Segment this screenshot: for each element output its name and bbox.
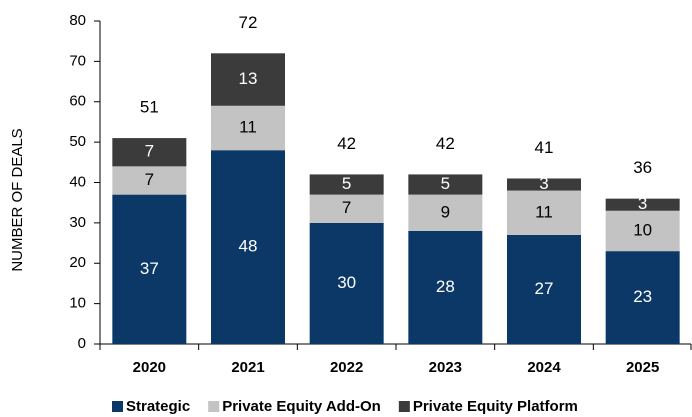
legend-label: Strategic <box>126 398 190 415</box>
data-label: 5 <box>342 174 351 193</box>
bar-segment <box>211 53 285 106</box>
data-label: 7 <box>145 142 154 161</box>
y-tick-label: 0 <box>78 335 86 352</box>
bar-segment <box>112 166 187 195</box>
data-label: 10 <box>633 220 652 239</box>
bar-segment <box>507 178 581 191</box>
bar-segment <box>605 210 680 252</box>
data-label: 7 <box>145 170 154 189</box>
x-tick-label: 2023 <box>429 359 462 376</box>
data-label: 5 <box>441 174 450 193</box>
bar-segment <box>507 234 581 344</box>
data-label: 7 <box>342 198 351 217</box>
legend-swatch <box>398 401 410 412</box>
legend-label: Private Equity Platform <box>413 398 578 415</box>
bar-segment <box>309 222 384 344</box>
y-tick-label: 50 <box>69 133 86 150</box>
data-label: 11 <box>239 117 257 136</box>
total-label: 72 <box>239 13 258 32</box>
x-tick-label: 2025 <box>626 359 659 376</box>
total-label: 41 <box>535 138 554 157</box>
data-label: 23 <box>633 287 652 306</box>
legend-label: Private Equity Add-On <box>222 398 381 415</box>
y-tick-label: 20 <box>69 254 86 271</box>
data-label: 13 <box>239 69 258 88</box>
x-tick-label: 2021 <box>231 359 264 376</box>
bar-segment <box>408 174 483 195</box>
legend-swatch <box>208 401 220 412</box>
bar-segment <box>507 190 581 235</box>
bar-segment <box>309 174 384 195</box>
y-tick-label: 60 <box>69 93 86 110</box>
y-tick-label: 30 <box>69 214 86 231</box>
bar-segment <box>605 198 680 211</box>
data-label: 27 <box>535 279 554 298</box>
total-label: 51 <box>140 98 159 117</box>
legend-swatch <box>112 401 123 412</box>
bar-segment <box>112 194 187 344</box>
bar-segment <box>605 251 680 344</box>
data-label: 3 <box>539 174 548 193</box>
bar-segment <box>408 194 483 231</box>
y-axis-label: NUMBER OF DEALS <box>9 128 26 271</box>
y-tick-label: 70 <box>69 52 86 69</box>
y-tick-label: 10 <box>69 295 86 312</box>
data-label: 30 <box>337 273 356 292</box>
x-tick-label: 2020 <box>133 359 166 376</box>
bar-segment <box>211 105 285 151</box>
data-label: 11 <box>535 202 553 221</box>
total-label: 42 <box>436 134 455 153</box>
data-label: 3 <box>638 194 647 213</box>
data-label: 9 <box>441 202 450 221</box>
x-tick-label: 2024 <box>527 359 561 376</box>
y-tick-label: 80 <box>69 12 86 29</box>
data-label: 48 <box>239 237 258 256</box>
data-label: 37 <box>140 259 159 278</box>
x-tick-label: 2022 <box>330 359 363 376</box>
bar-segment <box>309 194 384 223</box>
total-label: 42 <box>337 134 356 153</box>
bar-segment <box>408 230 483 344</box>
data-label: 28 <box>436 277 455 296</box>
bar-segment <box>112 138 187 167</box>
total-label: 36 <box>633 158 652 177</box>
bar-segment <box>211 150 285 344</box>
y-tick-label: 40 <box>69 173 86 190</box>
